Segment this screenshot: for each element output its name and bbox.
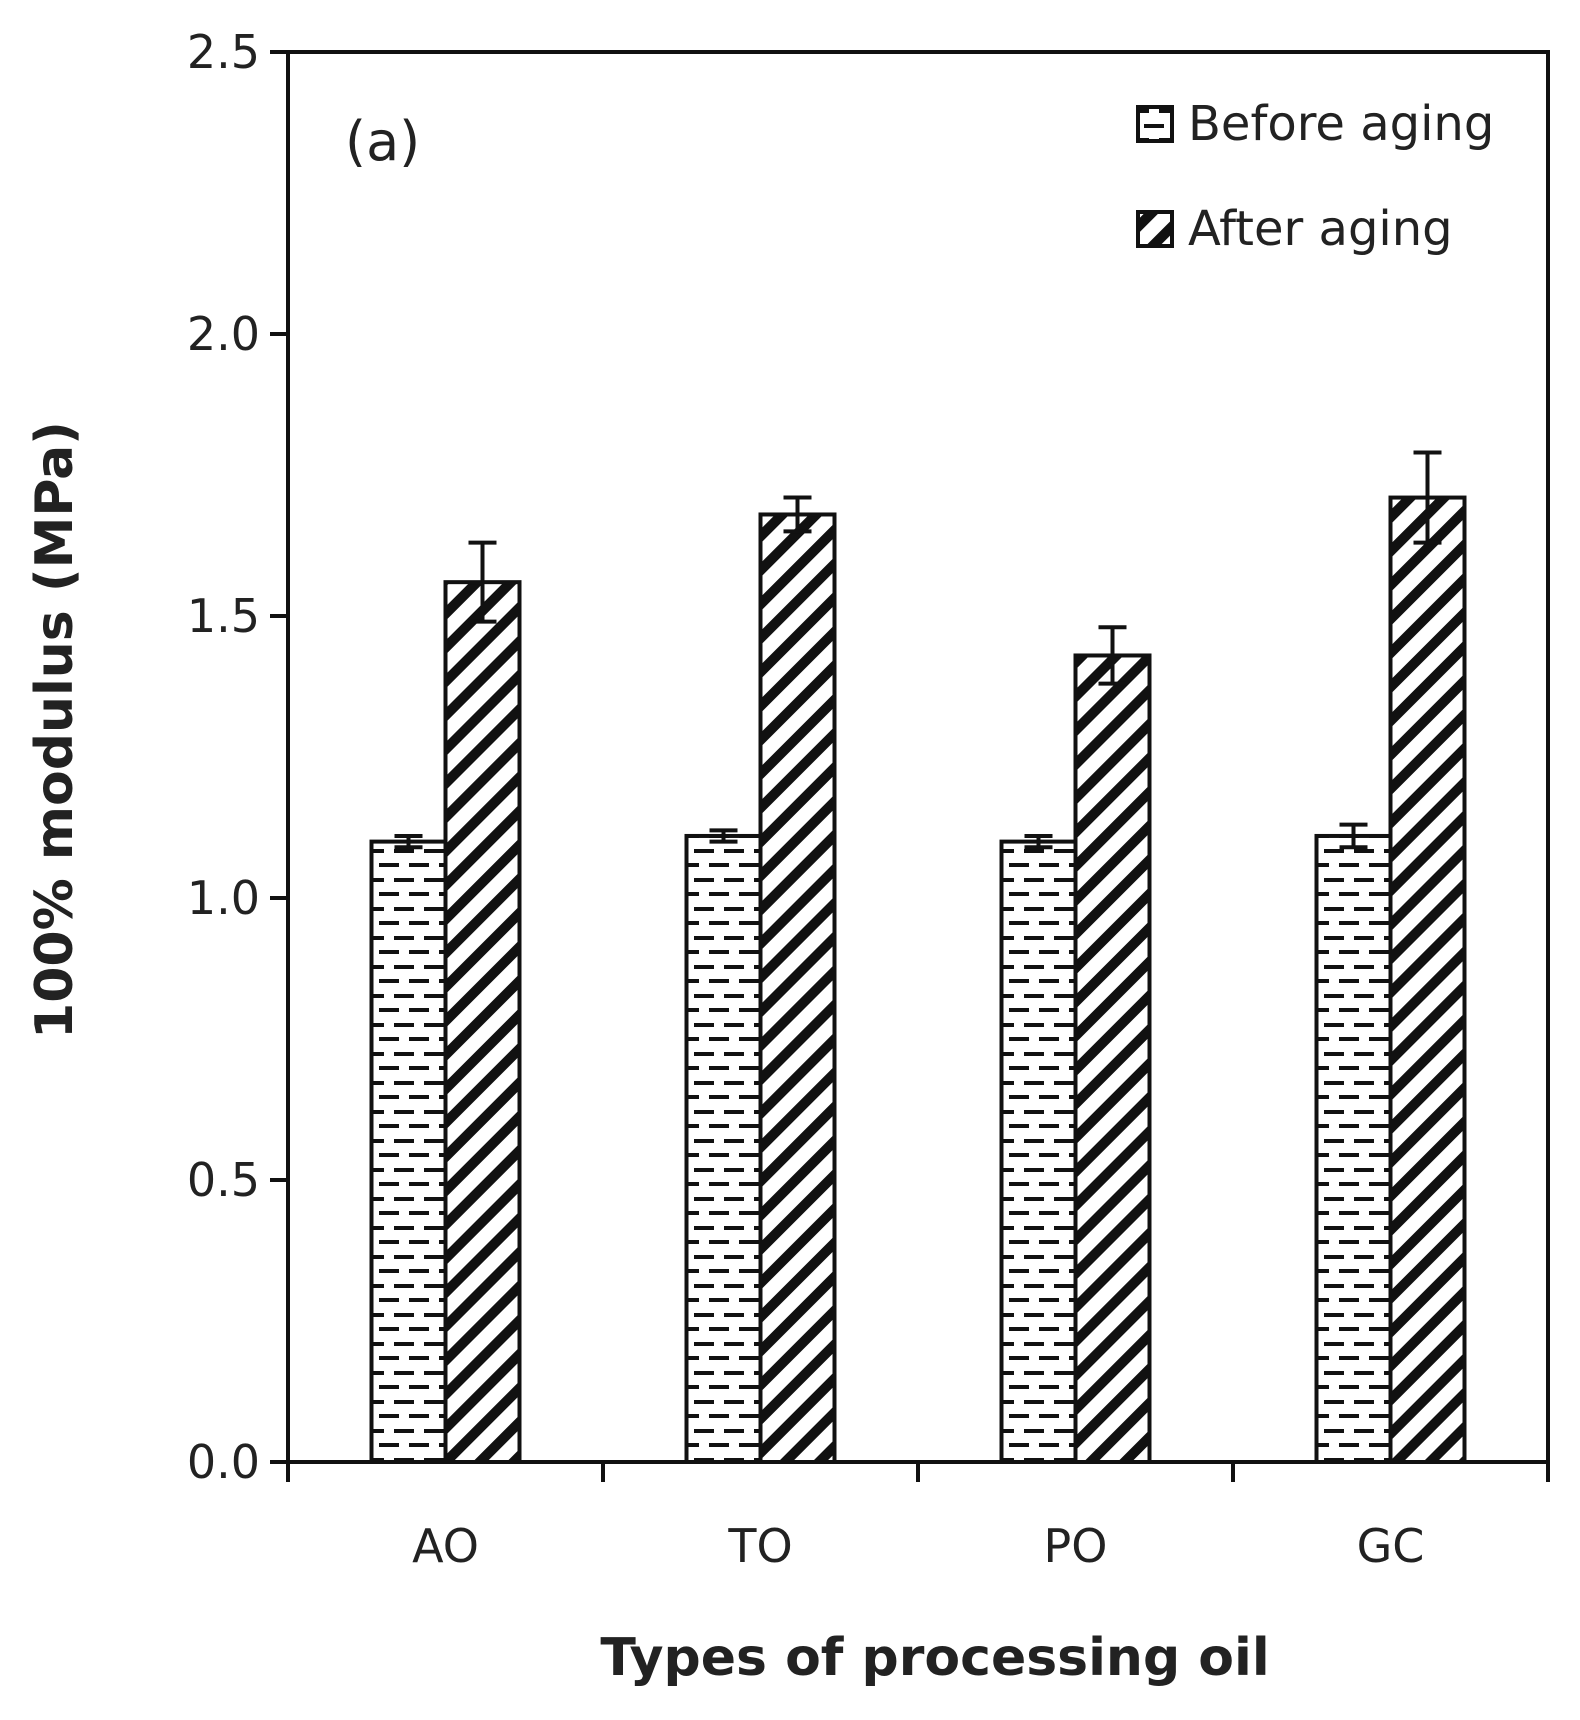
error-bar-po-after-aging [1098,625,1127,686]
bar-ao-after-aging [443,580,522,1464]
x-tick-label-gc: GC [1357,1519,1425,1573]
error-bar-po-before-aging [1024,833,1053,850]
bar-po-after-aging [1073,653,1152,1464]
y-axis-title: 100% modulus (MPa) [25,421,85,1039]
x-axis-title: Types of processing oil [600,1628,1269,1688]
bar-gc-after-aging [1388,495,1467,1464]
error-bar-ao-before-aging [394,833,423,850]
y-tick-label-0.0: 0.0 [187,1435,260,1489]
legend-swatch-before-aging [1136,105,1174,143]
x-tick-label-ao: AO [412,1519,479,1573]
bar-po-before-aging [999,839,1078,1464]
x-tick-label-po: PO [1044,1519,1108,1573]
x-tick-label-to: TO [727,1519,792,1573]
legend-label-after-aging: After aging [1188,201,1453,257]
legend-swatch-after-aging [1136,210,1174,248]
panel-label: (a) [345,110,420,173]
bar-gc-before-aging [1314,833,1393,1464]
bar-to-after-aging [758,512,837,1464]
y-tick-label-2.0: 2.0 [187,307,260,361]
y-tick-label-1.0: 1.0 [187,871,260,925]
y-tick-label-0.5: 0.5 [187,1153,260,1207]
bar-to-before-aging [684,833,763,1464]
error-bar-gc-after-aging [1413,450,1442,545]
legend-label-before-aging: Before aging [1188,96,1494,152]
y-tick-label-1.5: 1.5 [187,589,260,643]
y-tick-label-2.5: 2.5 [187,25,260,79]
error-bar-gc-before-aging [1339,822,1368,850]
legend: Before aging After aging [1136,96,1494,257]
error-bar-to-before-aging [709,828,738,844]
error-bar-to-after-aging [783,495,812,534]
bar-ao-before-aging [369,839,448,1464]
error-bar-ao-after-aging [468,540,497,624]
